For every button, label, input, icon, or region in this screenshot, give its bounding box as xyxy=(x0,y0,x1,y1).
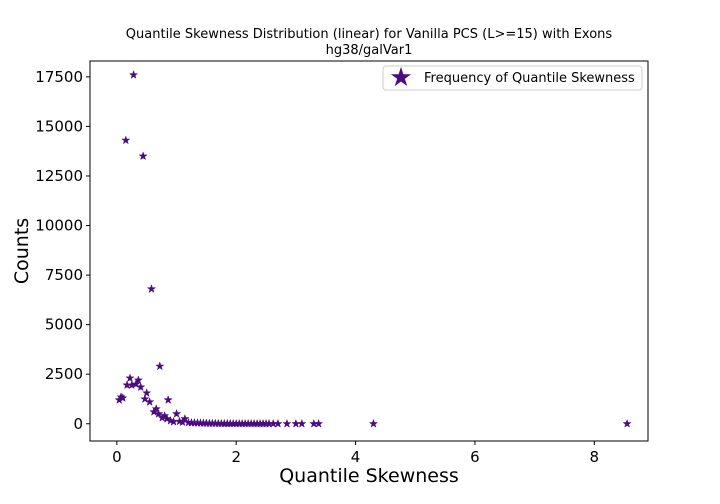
data-point-star xyxy=(314,419,323,428)
y-tick-label: 17500 xyxy=(35,68,83,86)
data-point-star xyxy=(180,414,189,423)
y-tick-label: 0 xyxy=(73,415,83,433)
y-tick-label: 2500 xyxy=(45,365,83,383)
legend-star-marker xyxy=(390,66,412,87)
y-tick-label: 10000 xyxy=(35,217,83,235)
data-point-star xyxy=(282,419,292,428)
y-tick-label: 15000 xyxy=(35,117,83,135)
data-point-star xyxy=(297,419,306,428)
data-point-star xyxy=(139,151,148,160)
legend: Frequency of Quantile Skewness xyxy=(382,65,643,91)
data-point-star xyxy=(131,379,141,388)
y-axis-label: Counts xyxy=(11,218,33,284)
data-point-star xyxy=(145,397,154,406)
data-point-star xyxy=(134,375,143,384)
x-tick-label: 2 xyxy=(231,448,241,466)
data-point-star xyxy=(162,414,172,423)
legend-label: Frequency of Quantile Skewness xyxy=(424,71,635,86)
plot-area xyxy=(89,60,649,442)
data-point-star xyxy=(129,70,138,79)
data-point-star xyxy=(118,393,127,402)
x-tick-label: 8 xyxy=(590,448,600,466)
data-point-star xyxy=(623,419,632,428)
data-points xyxy=(115,70,632,428)
data-point-star xyxy=(152,404,161,413)
data-point-star xyxy=(172,409,181,418)
x-tick-label: 4 xyxy=(351,448,361,466)
legend-box xyxy=(382,65,643,91)
data-point-star xyxy=(155,361,164,370)
data-point-star xyxy=(125,373,135,382)
data-point-star xyxy=(147,284,156,293)
data-point-star xyxy=(136,382,145,391)
data-point-star xyxy=(140,394,150,403)
data-point-star xyxy=(164,395,173,404)
y-tick-label: 5000 xyxy=(45,316,83,334)
chart-title: Quantile Skewness Distribution (linear) … xyxy=(126,27,613,42)
x-tick-label: 0 xyxy=(112,448,122,466)
data-point-star xyxy=(154,409,163,418)
data-point-star xyxy=(369,419,378,428)
data-point-star xyxy=(142,388,151,397)
x-tick-label: 6 xyxy=(470,448,480,466)
data-point-star xyxy=(121,135,130,144)
x-axis-label: Quantile Skewness xyxy=(279,465,459,487)
y-tick-label: 12500 xyxy=(35,167,83,185)
chart-subtitle: hg38/galVar1 xyxy=(326,43,413,58)
y-tick-label: 7500 xyxy=(45,266,83,284)
x-axis-ticks: 0 2 4 6 8 xyxy=(112,441,599,466)
data-point-star xyxy=(273,419,283,428)
y-axis-ticks: 0 2500 5000 7500 10000 12500 15000 17500 xyxy=(35,68,90,433)
